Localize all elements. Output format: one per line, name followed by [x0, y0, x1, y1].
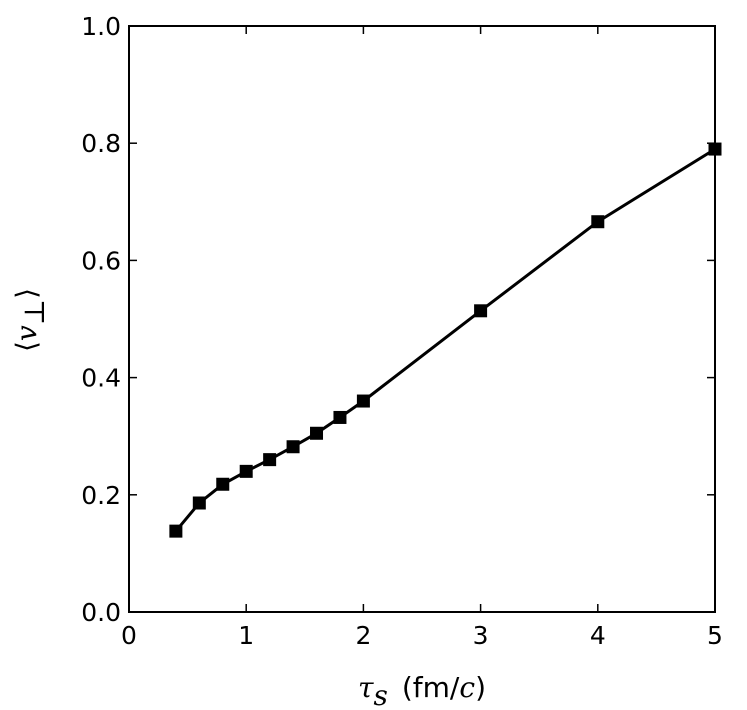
data-point — [239, 464, 253, 478]
y-axis-label: ⟨v⊥⟩ — [10, 288, 51, 352]
y-tick-label: 0.2 — [81, 481, 121, 510]
plot-frame — [128, 25, 716, 613]
y-axis-label-open: ⟨ — [10, 341, 43, 352]
data-point — [263, 453, 277, 467]
y-tick-label: 0.4 — [81, 364, 121, 393]
data-point — [286, 440, 300, 454]
x-tick-label: 2 — [355, 621, 371, 650]
x-tick-label: 5 — [707, 621, 723, 650]
x-axis-label-units-c: c — [459, 671, 475, 704]
y-axis-label-symbol: v — [10, 325, 43, 341]
plot-area — [169, 142, 722, 538]
data-point — [333, 410, 347, 424]
y-tick-label: 0.6 — [81, 246, 121, 275]
y-tick-label: 1.0 — [81, 12, 121, 41]
data-point — [169, 524, 183, 538]
x-tick-label: 0 — [121, 621, 137, 650]
y-tick-label: 0.8 — [81, 129, 121, 158]
x-axis-label-units-open: (fm/ — [402, 671, 460, 704]
series-line — [174, 147, 716, 533]
x-axis-label-units-close: ) — [475, 671, 486, 704]
data-point — [310, 426, 324, 440]
y-axis-label-close: ⟩ — [10, 288, 43, 299]
x-tick-label: 1 — [238, 621, 254, 650]
x-axis-label: τs (fm/c) — [358, 671, 486, 710]
data-point — [216, 477, 230, 491]
x-axis-label-subscript: s — [374, 679, 388, 710]
data-point — [474, 304, 488, 318]
data-point — [591, 215, 605, 229]
x-axis-label-symbol: τ — [358, 671, 374, 704]
x-tick-label: 3 — [473, 621, 489, 650]
x-tick-label: 4 — [590, 621, 606, 650]
data-point — [192, 496, 206, 510]
ticks: 0 1 2 3 4 5 0.0 0.2 0.4 0.6 0.8 1.0 — [81, 12, 723, 650]
data-point — [356, 394, 370, 408]
y-tick-label: 0.0 — [81, 598, 121, 627]
y-axis-label-subscript: ⊥ — [18, 299, 51, 325]
